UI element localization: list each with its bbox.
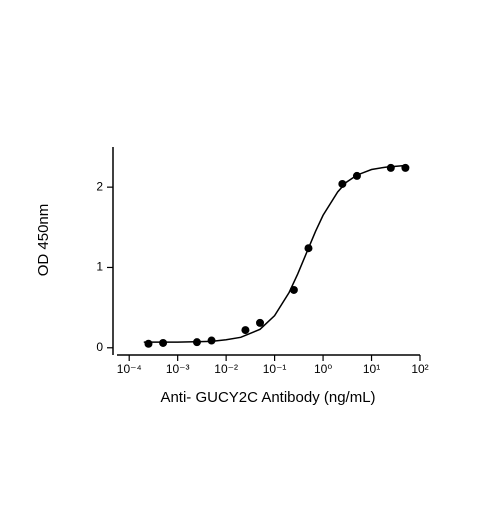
data-point bbox=[401, 163, 410, 172]
data-point bbox=[207, 336, 216, 345]
fit-curve bbox=[143, 164, 406, 343]
y-tick-label: 0 bbox=[96, 340, 103, 354]
x-tick-label: 10⁻¹ bbox=[263, 362, 287, 376]
x-tick-label: 10⁻³ bbox=[166, 362, 190, 376]
x-tick-label: 10¹ bbox=[363, 362, 380, 376]
data-point bbox=[192, 338, 201, 347]
y-axis-title: OD 450nm bbox=[35, 204, 52, 277]
data-point bbox=[159, 338, 168, 347]
x-tick-label: 10² bbox=[411, 362, 428, 376]
data-point bbox=[241, 326, 250, 335]
data-point bbox=[256, 318, 265, 327]
y-tick-label: 2 bbox=[96, 179, 103, 193]
data-point bbox=[386, 163, 395, 172]
x-tick-label: 10⁻⁴ bbox=[117, 362, 142, 376]
data-point bbox=[304, 244, 313, 253]
x-tick-label: 10⁰ bbox=[314, 362, 332, 376]
data-point bbox=[352, 171, 361, 180]
data-point bbox=[338, 179, 347, 188]
x-axis-title: Anti- GUCY2C Antibody (ng/mL) bbox=[160, 389, 375, 406]
data-point bbox=[144, 339, 153, 348]
data-point bbox=[289, 285, 298, 294]
x-tick-label: 10⁻² bbox=[214, 362, 238, 376]
y-tick-label: 1 bbox=[96, 260, 103, 274]
